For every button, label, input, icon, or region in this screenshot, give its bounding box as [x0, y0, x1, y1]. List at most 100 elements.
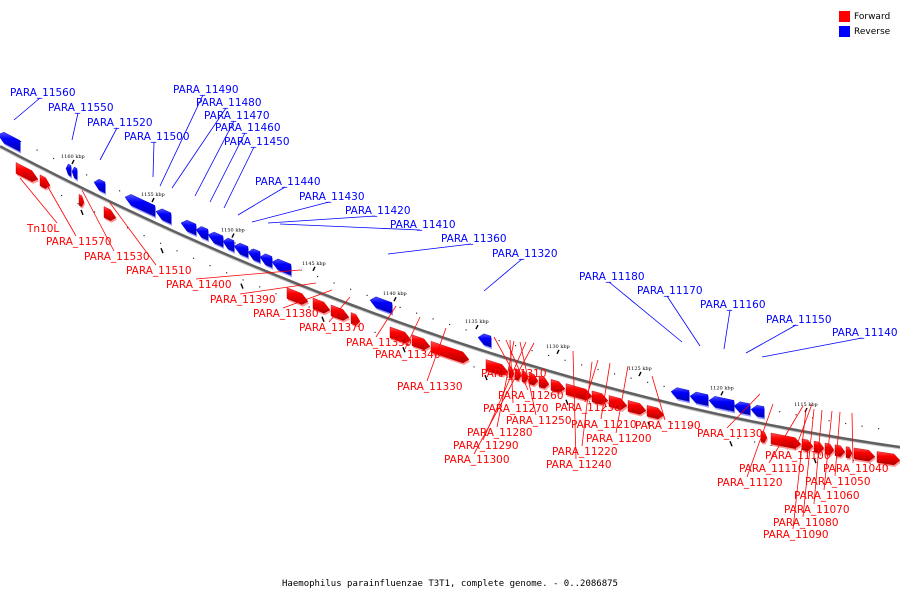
forward-gene-label[interactable]: PARA_11280 — [467, 427, 533, 439]
forward-gene-label[interactable]: PARA_11040 — [823, 463, 889, 475]
forward-gene[interactable] — [103, 206, 117, 221]
minor-tick-lower — [473, 366, 475, 368]
forward-gene-label[interactable]: PARA_11070 — [784, 504, 850, 516]
forward-gene[interactable] — [876, 451, 900, 466]
reverse-leader-line — [279, 223, 421, 231]
reverse-gene[interactable] — [65, 163, 72, 177]
forward-gene-label[interactable]: PARA_11090 — [763, 529, 829, 541]
forward-gene-label[interactable]: PARA_11290 — [453, 440, 519, 452]
minor-tick-upper — [432, 318, 434, 320]
reverse-gene-label[interactable]: PARA_11420 — [345, 205, 411, 217]
reverse-gene-label[interactable]: PARA_11140 — [832, 327, 898, 339]
reverse-gene[interactable] — [733, 401, 751, 416]
forward-gene[interactable] — [15, 162, 39, 182]
forward-gene-label[interactable]: PARA_11060 — [794, 490, 860, 502]
forward-gene[interactable] — [845, 446, 853, 459]
reverse-gene[interactable] — [124, 194, 156, 217]
forward-leader-line — [823, 410, 833, 491]
reverse-gene-label[interactable]: PARA_11450 — [224, 136, 290, 148]
reverse-gene[interactable] — [670, 387, 690, 402]
forward-gene-label[interactable]: PARA_11310 — [481, 368, 547, 380]
forward-gene-label[interactable]: PARA_11190 — [635, 420, 701, 432]
forward-gene-label[interactable]: PARA_11100 — [765, 450, 831, 462]
forward-gene-label[interactable]: PARA_11400 — [166, 279, 232, 291]
reverse-gene-label[interactable]: PARA_11150 — [766, 314, 832, 326]
forward-gene-label[interactable]: PARA_11570 — [46, 236, 112, 248]
reverse-gene[interactable] — [689, 391, 709, 406]
forward-gene[interactable] — [627, 400, 647, 415]
reverse-gene-label[interactable]: PARA_11490 — [173, 84, 239, 96]
reverse-gene-label[interactable]: PARA_11430 — [299, 191, 365, 203]
forward-gene[interactable] — [350, 312, 361, 326]
minor-tick-upper — [333, 282, 335, 284]
forward-gene-label[interactable]: PARA_11080 — [773, 517, 839, 529]
forward-gene[interactable] — [330, 304, 350, 321]
reverse-gene-label[interactable]: PARA_11320 — [492, 248, 558, 260]
reverse-gene-label[interactable]: PARA_11440 — [255, 176, 321, 188]
forward-gene-label[interactable]: PARA_11340 — [375, 349, 441, 361]
reverse-gene-label[interactable]: PARA_11470 — [204, 110, 270, 122]
reverse-gene[interactable] — [93, 178, 106, 194]
minor-tick-upper — [416, 312, 418, 314]
forward-gene[interactable] — [770, 432, 802, 449]
forward-gene-label[interactable]: PARA_11110 — [739, 463, 805, 475]
reverse-gene-label[interactable]: PARA_11480 — [196, 97, 262, 109]
reverse-gene-label[interactable]: PARA_11410 — [390, 219, 456, 231]
forward-gene-label[interactable]: PARA_11210 — [571, 419, 637, 431]
forward-gene-label[interactable]: PARA_11230 — [555, 402, 621, 414]
reverse-gene[interactable] — [71, 166, 78, 180]
forward-gene-label[interactable]: PARA_11260 — [498, 390, 564, 402]
forward-gene[interactable] — [78, 193, 85, 207]
forward-gene-label[interactable]: PARA_11130 — [697, 428, 763, 440]
reverse-gene[interactable] — [369, 296, 393, 314]
reverse-gene-label[interactable]: PARA_11160 — [700, 299, 766, 311]
forward-gene[interactable] — [389, 326, 412, 344]
forward-gene-label[interactable]: PARA_11300 — [444, 454, 510, 466]
forward-gene-label[interactable]: PARA_11050 — [805, 476, 871, 488]
forward-gene-label[interactable]: PARA_11390 — [210, 294, 276, 306]
forward-gene[interactable] — [565, 383, 593, 401]
forward-gene-label[interactable]: PARA_11250 — [506, 415, 572, 427]
forward-gene-label[interactable]: PARA_11220 — [552, 446, 618, 458]
forward-gene-label[interactable]: PARA_11510 — [126, 265, 192, 277]
forward-gene[interactable] — [853, 447, 876, 462]
forward-gene[interactable] — [608, 395, 628, 410]
forward-gene-label[interactable]: Tn10L — [26, 223, 59, 235]
reverse-gene[interactable] — [155, 208, 172, 225]
forward-gene[interactable] — [430, 341, 470, 364]
forward-leader-line — [572, 350, 577, 460]
genome-backbone — [0, 145, 900, 449]
reverse-gene[interactable] — [477, 333, 492, 348]
forward-gene-label[interactable]: PARA_11530 — [84, 251, 150, 263]
reverse-gene-label[interactable]: PARA_11560 — [10, 87, 76, 99]
reverse-gene-label[interactable]: PARA_11500 — [124, 131, 190, 143]
forward-gene-label[interactable]: PARA_11370 — [299, 322, 365, 334]
minor-tick-lower — [259, 286, 261, 288]
reverse-gene-label[interactable]: PARA_11520 — [87, 117, 153, 129]
reverse-gene-label[interactable]: PARA_11460 — [215, 122, 281, 134]
forward-gene[interactable] — [538, 375, 550, 389]
reverse-leader-line — [267, 215, 376, 224]
forward-gene[interactable] — [550, 379, 566, 393]
minor-tick-upper — [647, 381, 649, 383]
forward-gene-label[interactable]: PARA_11380 — [253, 308, 319, 320]
forward-gene-label[interactable]: PARA_11330 — [397, 381, 463, 393]
forward-gene-label[interactable]: PARA_11270 — [483, 403, 549, 415]
forward-gene-label[interactable]: PARA_11200 — [586, 433, 652, 445]
reverse-gene[interactable] — [0, 131, 21, 152]
reverse-gene-label[interactable]: PARA_11550 — [48, 102, 114, 114]
reverse-gene-label[interactable]: PARA_11170 — [637, 285, 703, 297]
forward-gene-label[interactable]: PARA_11120 — [717, 477, 783, 489]
reverse-gene[interactable] — [750, 404, 765, 418]
forward-gene-label[interactable]: PARA_11240 — [546, 459, 612, 471]
forward-gene[interactable] — [646, 405, 665, 420]
forward-gene[interactable] — [485, 359, 509, 376]
forward-gene-label[interactable]: PARA_11350 — [346, 337, 412, 349]
forward-gene[interactable] — [411, 334, 431, 351]
reverse-gene-label[interactable]: PARA_11360 — [441, 233, 507, 245]
major-tick — [151, 197, 155, 203]
reverse-gene-label[interactable]: PARA_11180 — [579, 271, 645, 283]
forward-gene[interactable] — [312, 297, 331, 314]
forward-gene[interactable] — [286, 287, 309, 305]
forward-gene[interactable] — [824, 442, 835, 456]
